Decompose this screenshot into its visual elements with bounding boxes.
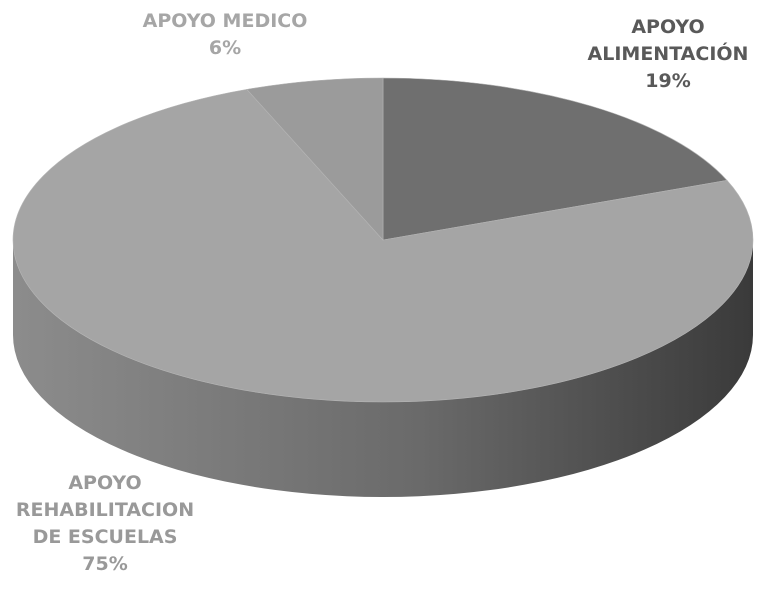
label-value: 19% [645, 70, 691, 92]
label-rehabilitacion: APOYO REHABILITACION DE ESCUELAS 75% [10, 470, 200, 578]
slice [246, 77, 384, 241]
label-alimentacion: APOYO ALIMENTACIÓN 19% [578, 14, 757, 95]
label-value: 6% [208, 37, 242, 59]
label-name: APOYO ALIMENTACIÓN [587, 16, 749, 65]
slice [382, 77, 728, 241]
label-name: APOYO REHABILITACION DE ESCUELAS [15, 472, 195, 548]
label-medico: APOYO MEDICO 6% [130, 8, 320, 62]
label-value: 75% [82, 553, 128, 575]
slice-side [13, 240, 753, 497]
slice [12, 89, 754, 403]
label-name: APOYO MEDICO [142, 10, 308, 32]
